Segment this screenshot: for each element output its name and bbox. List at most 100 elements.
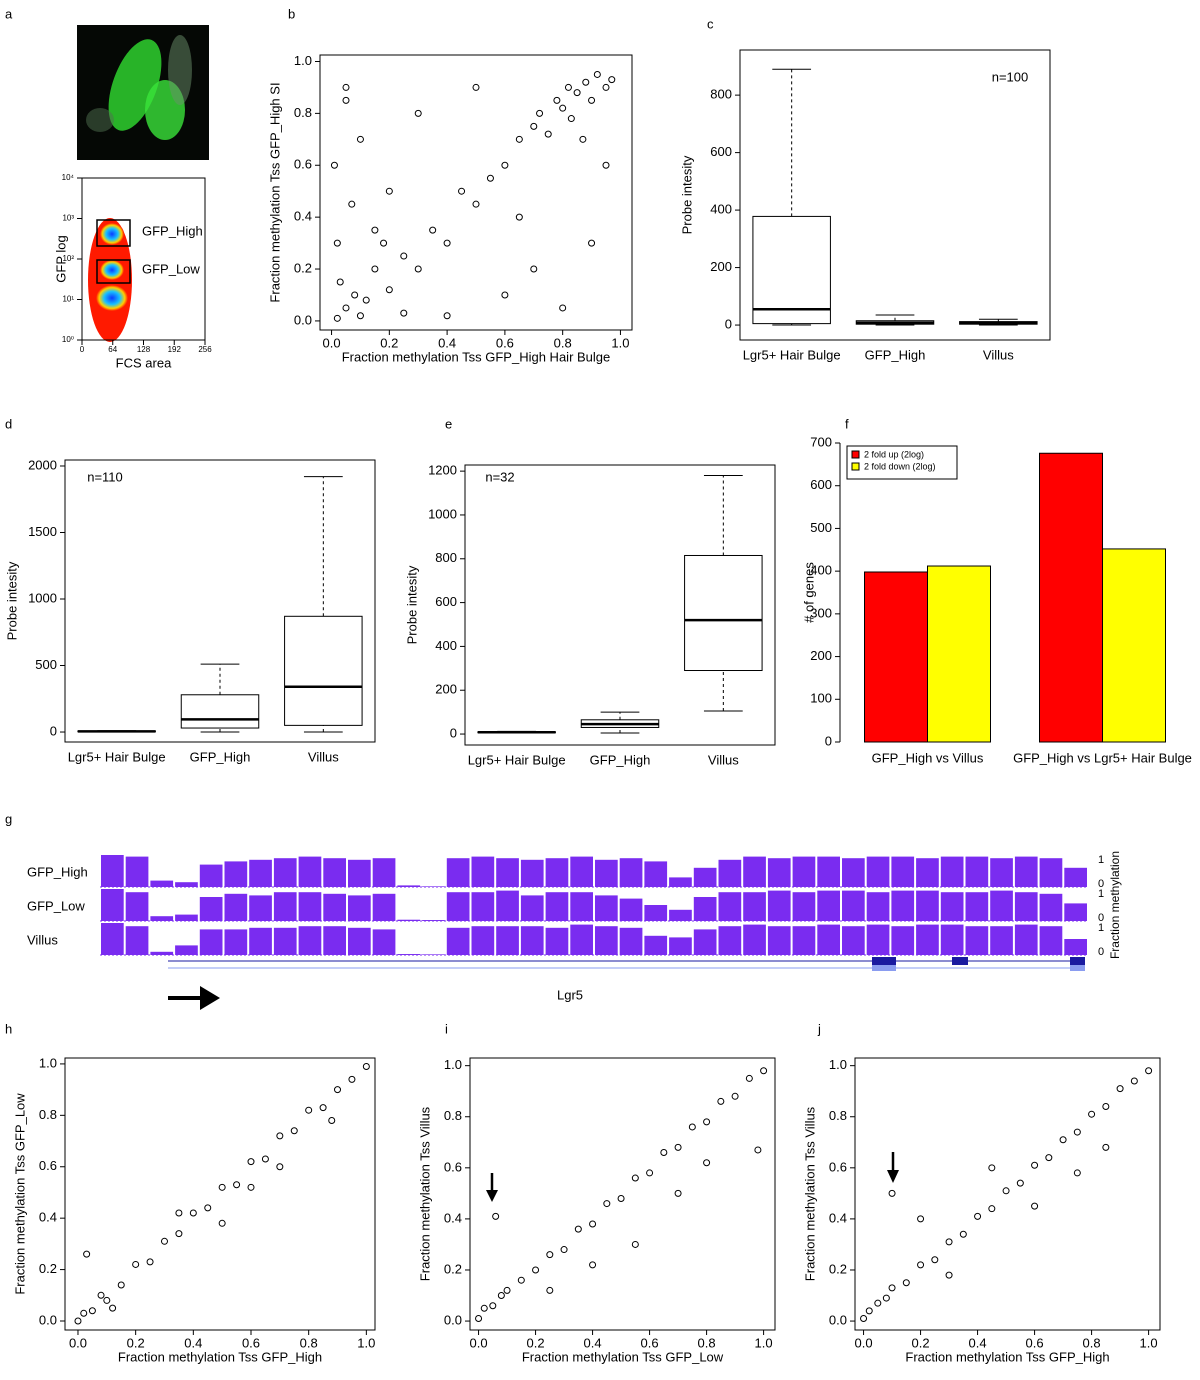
methylation-bar	[743, 856, 766, 887]
methylation-bar	[545, 892, 569, 921]
y-tick-label: 1000	[28, 590, 57, 605]
methylation-bar	[224, 861, 248, 887]
point	[1031, 1202, 1039, 1210]
point	[1031, 1161, 1039, 1169]
y-tick-label: 0.2	[294, 260, 312, 275]
methylation-bar	[323, 893, 346, 921]
point	[443, 239, 451, 247]
methylation-bar	[348, 859, 371, 887]
x-tick-label: 0.2	[912, 1335, 930, 1350]
methylation-bar	[965, 892, 989, 921]
y-tick-label: 10³	[62, 214, 74, 223]
panel-label: i	[445, 1021, 448, 1036]
y-tick-label: 0.2	[39, 1261, 57, 1276]
y-tick-label: 800	[435, 550, 457, 565]
y-tick-label: 1200	[428, 463, 457, 478]
methylation-bar	[471, 926, 495, 955]
methylation-bar	[767, 926, 791, 955]
point	[530, 122, 538, 130]
x-tick-label: 64	[108, 345, 117, 354]
methylation-bar	[496, 890, 519, 921]
y-tick-label: 200	[810, 648, 832, 663]
methylation-bar	[1014, 924, 1038, 955]
point	[218, 1219, 226, 1227]
methylation-bar	[743, 892, 766, 921]
point	[988, 1205, 996, 1213]
methylation-bar	[224, 929, 248, 955]
y-tick-label: 0.0	[39, 1312, 57, 1327]
annotation-arrow-head	[486, 1190, 498, 1202]
point	[546, 1251, 554, 1259]
point	[536, 109, 544, 117]
box	[284, 615, 363, 726]
methylation-bar	[397, 919, 421, 921]
y-tick-label: 0.6	[294, 157, 312, 172]
y-axis-label: Fraction methylation Tss Villus	[417, 1106, 432, 1281]
methylation-bar	[940, 924, 964, 955]
methylation-bar	[817, 890, 840, 921]
methylation-bar	[891, 856, 915, 887]
methylation-bar	[619, 858, 643, 887]
point	[233, 1181, 241, 1189]
point	[1002, 1187, 1010, 1195]
point	[573, 89, 581, 97]
methylation-bar	[743, 924, 766, 955]
methylation-bar	[372, 893, 396, 921]
point	[497, 1292, 505, 1300]
point	[717, 1097, 725, 1105]
methylation-bar	[273, 892, 297, 921]
y-tick-label: 0	[1098, 878, 1104, 890]
gene-label: Lgr5	[557, 987, 583, 1002]
methylation-bar	[644, 905, 668, 921]
point	[83, 1250, 91, 1258]
y-tick-label: 400	[710, 202, 732, 217]
point	[443, 312, 451, 320]
x-tick-label: 0.6	[242, 1335, 260, 1350]
x-tick-label: GFP_High	[190, 749, 251, 764]
y-tick-label: 0.6	[39, 1158, 57, 1173]
point	[582, 78, 590, 86]
point	[117, 1281, 125, 1289]
point	[429, 226, 437, 234]
point	[515, 213, 523, 221]
methylation-bar	[792, 892, 816, 921]
x-tick-label: 0.4	[584, 1335, 602, 1350]
point	[132, 1260, 140, 1268]
plot-frame	[319, 54, 633, 331]
point	[564, 83, 572, 91]
point	[703, 1159, 711, 1167]
methylation-bar	[199, 897, 223, 921]
methylation-bar	[150, 880, 174, 887]
point	[931, 1256, 939, 1264]
x-tick-label: 1.0	[357, 1335, 375, 1350]
methylation-bar	[595, 895, 618, 921]
point	[247, 1158, 255, 1166]
y-tick-label: 1	[1098, 854, 1104, 866]
point	[475, 1315, 483, 1323]
point	[860, 1315, 868, 1323]
y-tick-label: 0.0	[294, 312, 312, 327]
methylation-bar	[767, 858, 791, 887]
methylation-bar	[1064, 867, 1087, 887]
track-label: GFP_Low	[27, 898, 85, 913]
y-axis-label: Probe intesity	[4, 561, 19, 640]
point	[380, 239, 388, 247]
x-tick-label: 0.6	[496, 335, 514, 350]
x-tick-label: 0.4	[969, 1335, 987, 1350]
point	[917, 1215, 925, 1223]
y-tick-label: 400	[435, 638, 457, 653]
y-axis-label: Probe intesity	[404, 565, 419, 644]
y-tick-label: 0.0	[829, 1312, 847, 1327]
point	[589, 1261, 597, 1269]
y-axis-label: Fraction methylation Tss Villus	[802, 1106, 817, 1281]
methylation-bar	[175, 882, 198, 887]
panel-label: c	[707, 16, 714, 31]
point	[988, 1164, 996, 1172]
density-cluster	[100, 223, 124, 245]
methylation-bar	[817, 856, 840, 887]
point	[328, 1116, 336, 1124]
gate	[96, 219, 131, 247]
point	[362, 1062, 370, 1070]
methylation-bar	[866, 856, 890, 887]
plot-frame	[469, 1057, 776, 1331]
